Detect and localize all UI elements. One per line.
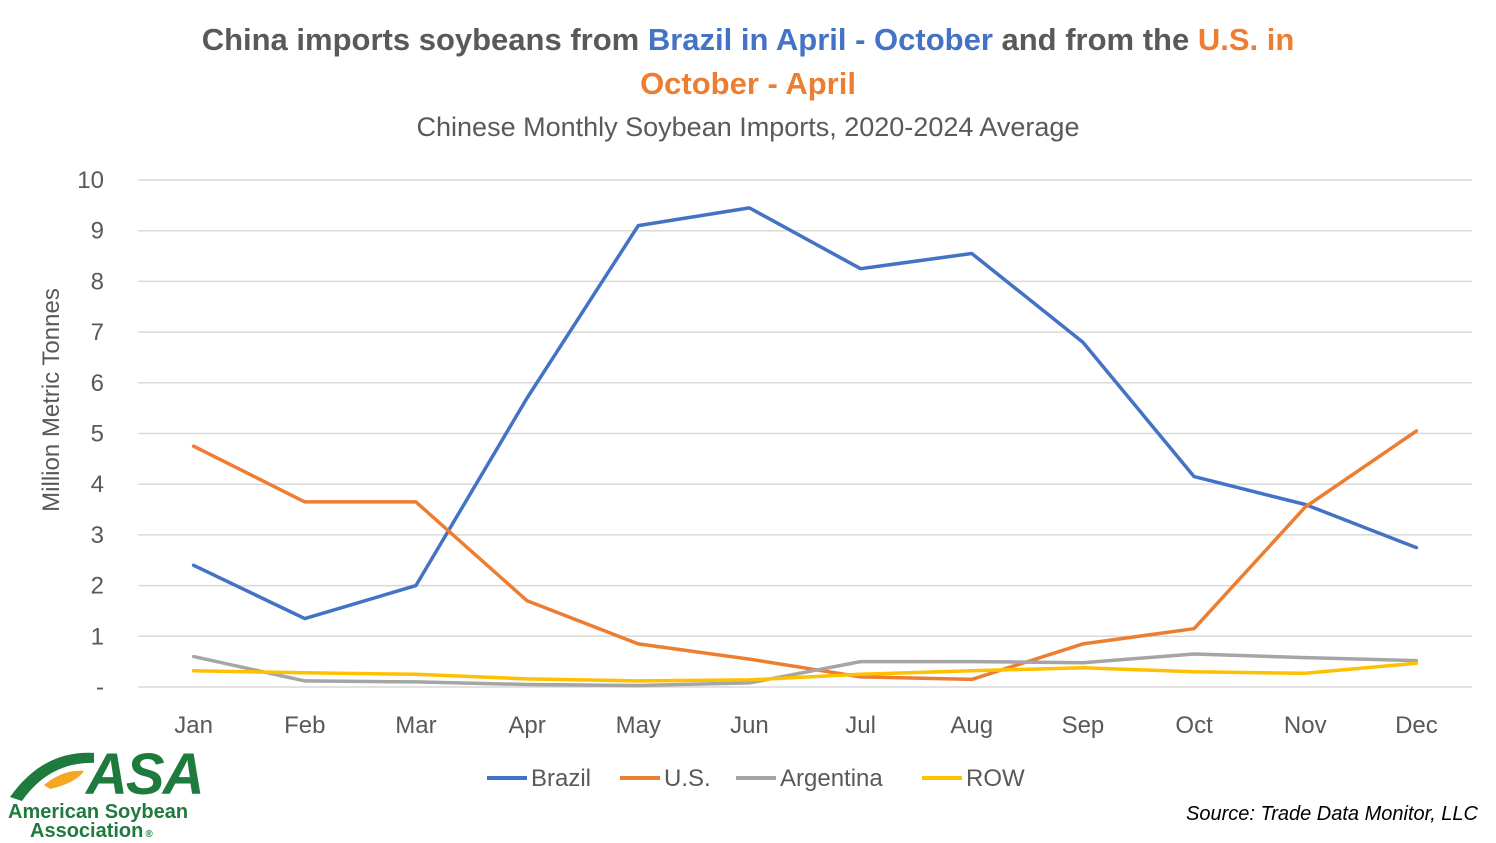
legend-label-brazil: Brazil [531,765,591,792]
series-line-brazil [191,206,1419,621]
title-part-us: U.S. in [1197,22,1295,57]
x-tick-label: Dec [1395,712,1438,739]
asa-logo-letters: ASA [86,742,204,807]
asa-logo-name-line-1: American Soybean [8,801,189,823]
source-note: Source: Trade Data Monitor, LLC [1186,803,1478,825]
x-tick-label: Nov [1284,712,1327,739]
title-part-us-months: October - April [640,66,856,101]
logo-field-icon [10,752,94,801]
y-tick-label: 7 [91,319,104,346]
registered-mark: ® [145,829,153,840]
series-line-us [191,429,1419,682]
series-line-argentina [191,652,1419,688]
x-tick-label: Jul [845,712,876,739]
chart-title-line-2: October - April [0,66,1496,102]
asa-logo-swoosh [10,752,94,801]
asa-logo-name-line-2-text: Association [30,820,144,842]
x-tick-label: Aug [950,712,993,739]
logo-leaf-icon [44,770,84,789]
title-part-brazil: Brazil in April - October [647,22,993,57]
y-tick-label: 8 [91,268,104,295]
y-tick-label: 3 [91,522,104,549]
title-part-3: and from the [992,22,1198,57]
y-tick-label: 1 [91,623,104,650]
legend: Brazil U.S. Argentina ROW [487,765,1025,792]
chart-title: China imports soybeans from Brazil in Ap… [0,22,1496,58]
asa-logo: ASA American Soybean Association ® [4,742,204,843]
gridlines [138,179,1472,688]
x-tick-label: Jun [730,712,769,739]
title-part-1: China imports soybeans from [201,22,648,57]
series-line-row [191,661,1419,683]
chart-subtitle: Chinese Monthly Soybean Imports, 2020-20… [416,112,1080,142]
y-tick-label: - [96,674,104,701]
y-tick-label: 5 [91,421,104,448]
x-axis-ticks: Jan Feb Mar Apr May Jun Jul Aug Sep Oct Nov Dec [174,712,1438,739]
legend-label-us: U.S. [664,765,711,792]
x-tick-label: Jan [174,712,213,739]
y-tick-label: 10 [77,167,104,194]
legend-label-row: ROW [966,765,1025,792]
y-tick-label: 4 [91,471,104,498]
x-tick-label: Oct [1175,712,1213,739]
x-tick-label: Sep [1062,712,1105,739]
y-axis-ticks: - 1 2 3 4 5 6 7 8 9 10 [77,167,104,701]
x-tick-label: May [616,712,661,739]
series-lines [191,206,1419,688]
y-tick-label: 2 [91,573,104,600]
x-tick-label: Feb [284,712,325,739]
y-tick-label: 6 [91,370,104,397]
x-tick-label: Apr [508,712,545,739]
legend-label-argentina: Argentina [780,765,883,792]
x-tick-label: Mar [395,712,436,739]
y-tick-label: 9 [91,218,104,245]
asa-logo-name-line-2: Association ® [30,820,153,843]
